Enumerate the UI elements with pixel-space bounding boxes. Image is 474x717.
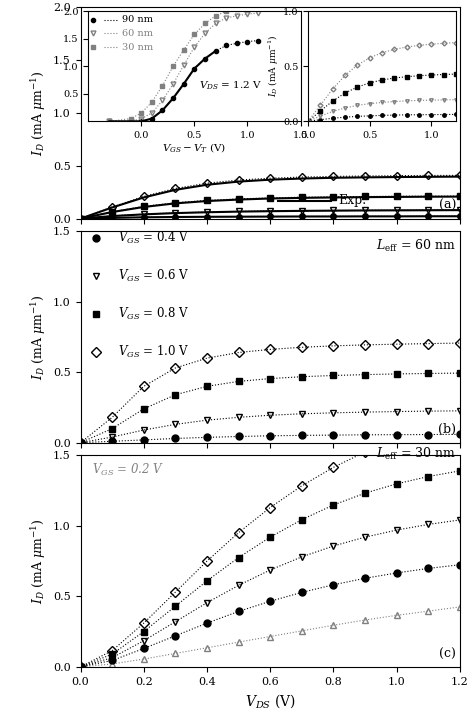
Text: (a): (a) (438, 199, 456, 212)
Y-axis label: $I_D$ (mA $\mu$m$^{-1}$): $I_D$ (mA $\mu$m$^{-1}$) (28, 294, 47, 380)
Text: (b): (b) (438, 423, 456, 437)
Text: $L_{\rm eff}$ = 90 nm: $L_{\rm eff}$ = 90 nm (376, 14, 456, 29)
Text: $L_{\rm eff}$ = 60 nm: $L_{\rm eff}$ = 60 nm (376, 237, 456, 254)
Text: $V_{GS}$ = 0.8 V: $V_{GS}$ = 0.8 V (118, 305, 190, 322)
Text: $V_{GS}$ = 1.0 V: $V_{GS}$ = 1.0 V (118, 343, 190, 360)
Text: $V_{GS}$ = 0.2 V: $V_{GS}$ = 0.2 V (92, 462, 164, 478)
Text: Exp.: Exp. (338, 194, 366, 207)
Text: $V_{GS}$ = 0.4 V: $V_{GS}$ = 0.4 V (118, 229, 190, 246)
Y-axis label: $I_D$ (mA $\mu$m$^{-1}$): $I_D$ (mA $\mu$m$^{-1}$) (28, 70, 47, 156)
X-axis label: $V_{DS}$ (V): $V_{DS}$ (V) (245, 692, 296, 710)
Y-axis label: $I_D$ (mA $\mu$m$^{-1}$): $I_D$ (mA $\mu$m$^{-1}$) (28, 518, 47, 604)
Text: (c): (c) (439, 647, 456, 660)
Text: $V_{GS}$ = 0.6 V: $V_{GS}$ = 0.6 V (118, 267, 190, 284)
Text: $L_{\rm eff}$ = 30 nm: $L_{\rm eff}$ = 30 nm (376, 446, 456, 462)
